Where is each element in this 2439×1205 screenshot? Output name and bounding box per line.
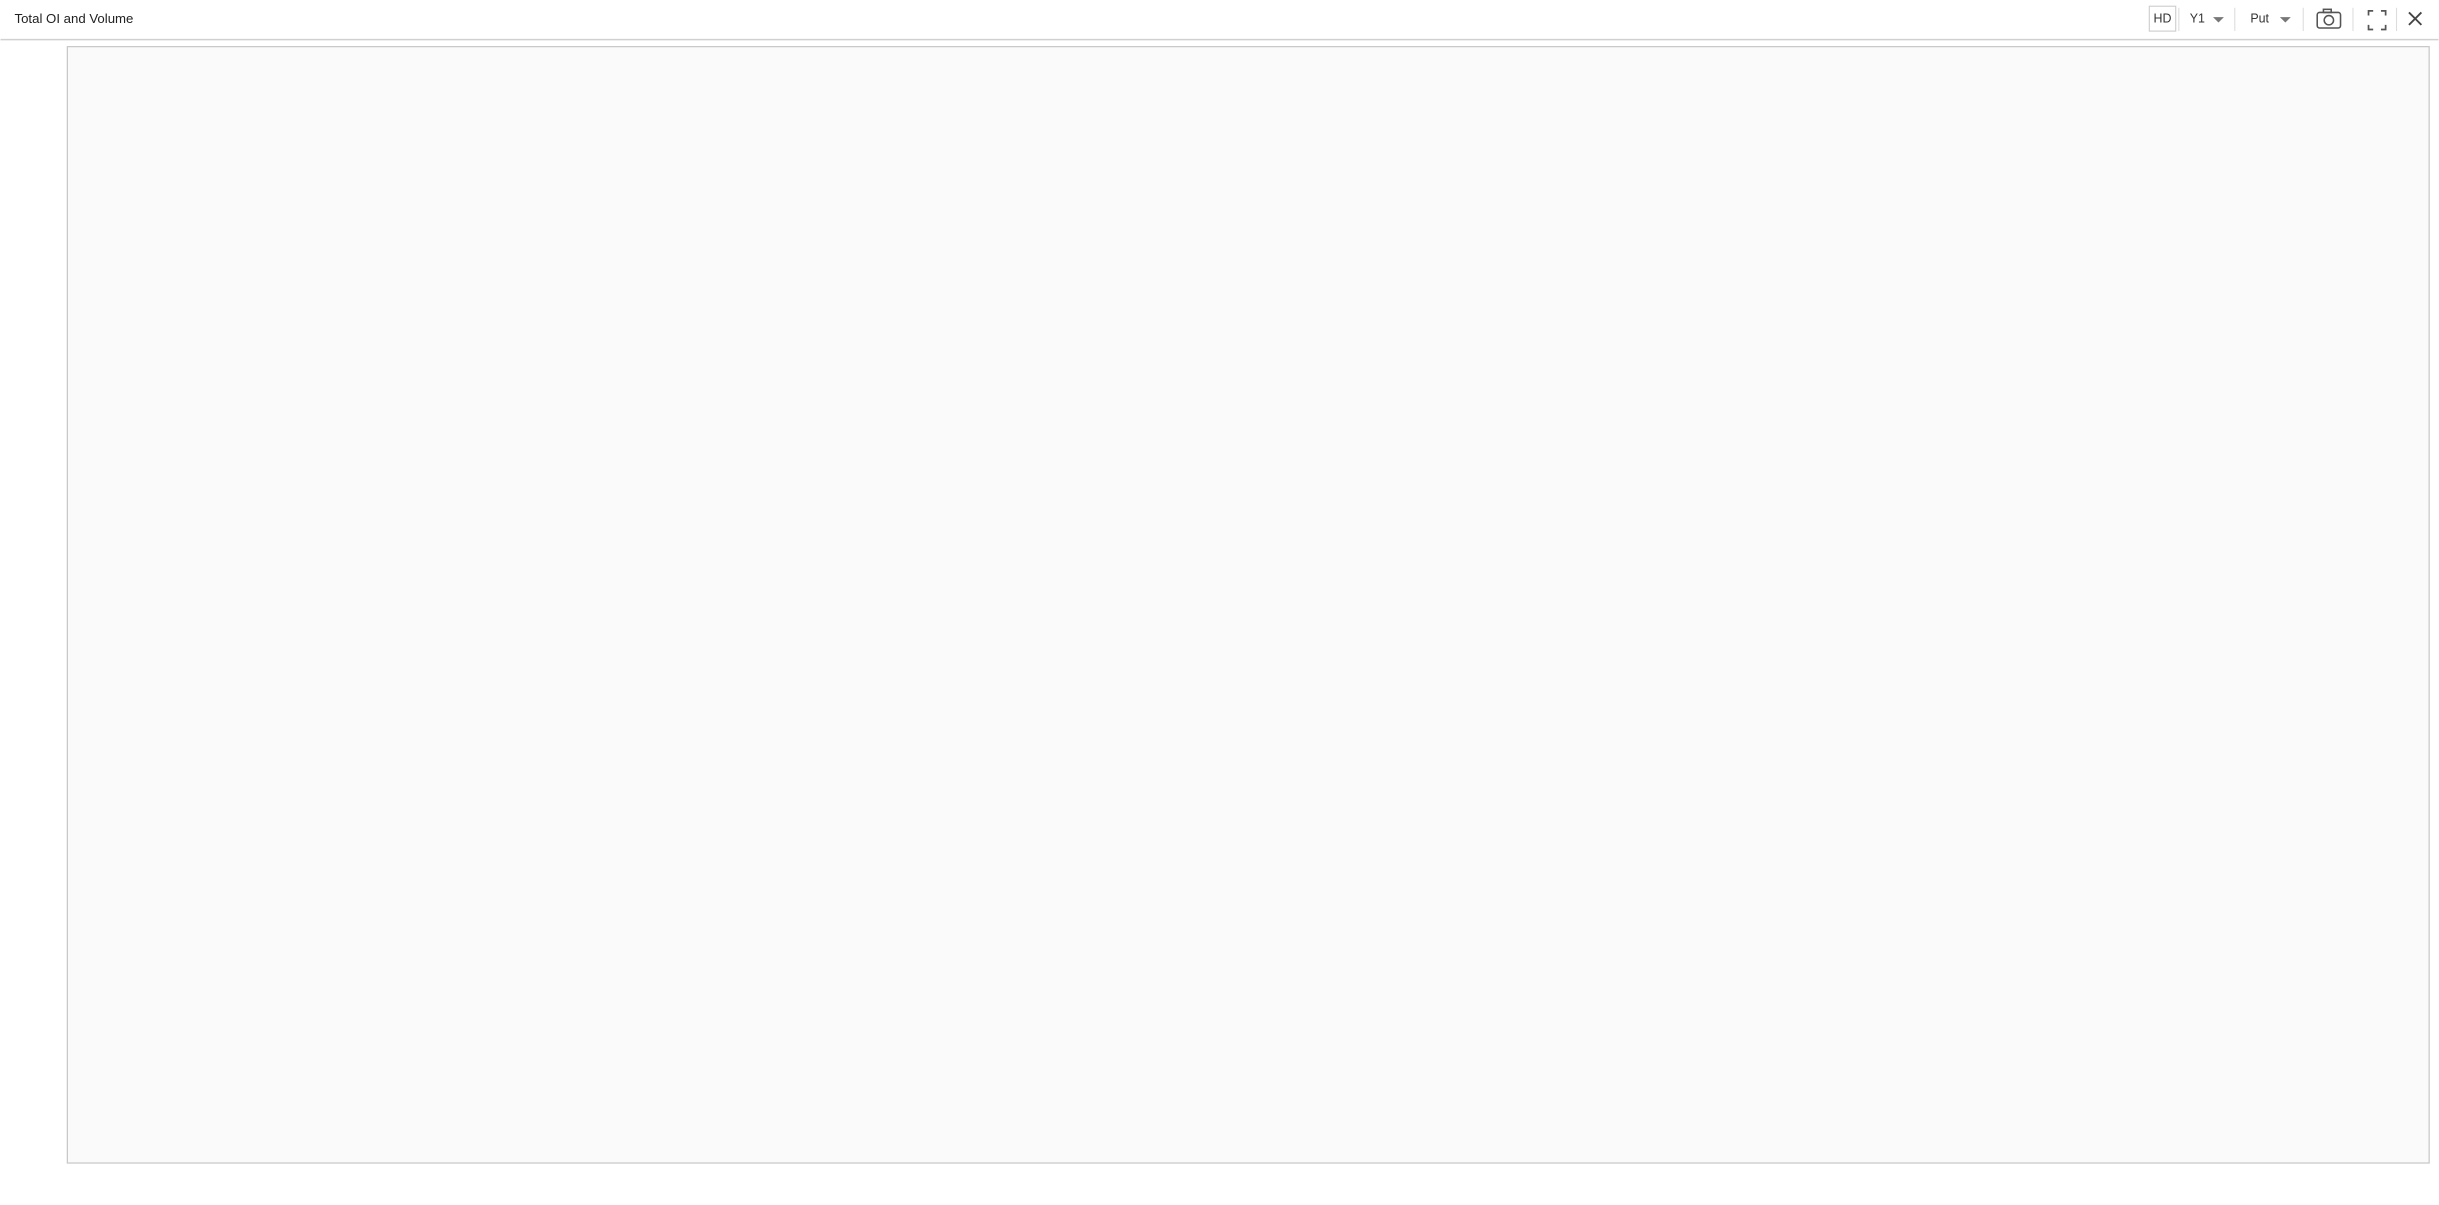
resolution-label: HD (2154, 12, 2172, 26)
resolution-button[interactable] (2148, 5, 2177, 32)
fullscreen-icon[interactable] (2367, 10, 2387, 31)
option-caret[interactable] (2279, 17, 2291, 23)
close-icon[interactable] (2408, 11, 2423, 26)
period-label[interactable]: Y1 (2190, 12, 2205, 26)
period-caret[interactable] (2213, 17, 2224, 23)
toolbar: HD Y1 Put (2148, 5, 2423, 32)
chart-title: Total OI and Volume (15, 11, 134, 26)
option-label[interactable]: Put (2250, 12, 2269, 26)
camera-icon[interactable] (2316, 8, 2342, 29)
plot-area (66, 46, 2430, 1164)
